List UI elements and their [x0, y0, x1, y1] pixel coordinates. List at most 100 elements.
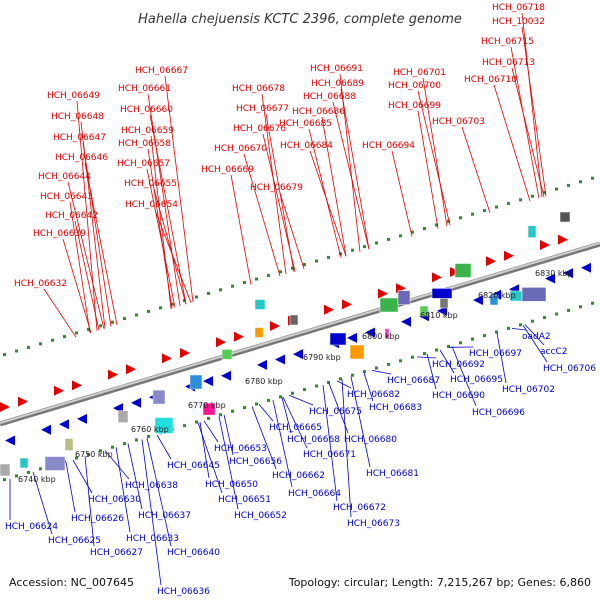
reverse-gene-arrow [131, 397, 141, 408]
reverse-gene-arrow [293, 349, 303, 360]
reverse-tick-dot [567, 308, 570, 312]
reverse-leader-line [322, 385, 338, 502]
reverse-tick-dot [231, 409, 234, 413]
reverse-leader-line [258, 404, 274, 422]
forward-gene-arrow [324, 304, 334, 315]
reverse-gene-arrow [563, 268, 573, 279]
forward-gene-label: HCH_06694 [362, 141, 415, 151]
reverse-leader-line [104, 450, 130, 480]
forward-tick-dot [279, 270, 282, 274]
gene-box [431, 288, 453, 299]
forward-tick-dot [339, 252, 342, 256]
reverse-tick-dot [291, 391, 294, 395]
kbp-ticks: 6740 kbp 6750 kbp 6760 kbp 6770 kbp 6780 kbp… [18, 269, 573, 484]
reverse-tick-dot [315, 384, 318, 388]
reverse-gene-label: HCH_06695 [450, 375, 503, 385]
reverse-tick-dot [147, 434, 150, 438]
forward-leader-line [149, 114, 187, 305]
gene-box [254, 299, 266, 310]
reverse-gene-label: HCH_06687 [387, 376, 440, 386]
reverse-gene-label: HCH_06650 [205, 480, 258, 490]
reverse-leader-line [426, 353, 437, 390]
forward-leader-line [321, 116, 347, 257]
forward-leader-line [308, 128, 342, 258]
forward-gene-arrow [558, 234, 568, 245]
genome-summary: Topology: circular; Length: 7,215,267 bp… [288, 576, 591, 589]
forward-leader-line [164, 75, 194, 303]
forward-gene-label: HCH_06686 [292, 107, 345, 117]
forward-gene-label: HCH_06669 [201, 165, 254, 175]
reverse-tick-dot [243, 406, 246, 410]
reverse-leader-line [451, 346, 477, 407]
reverse-gene-label: HCH_06627 [90, 548, 143, 558]
reverse-leader-line [522, 324, 548, 363]
reverse-tick-dot [123, 442, 126, 446]
gene-box [527, 225, 537, 238]
reverse-tick-dot [351, 373, 354, 377]
reverse-tick-dot [483, 334, 486, 338]
reverse-tick-dot [207, 416, 210, 420]
reverse-tick-dot [27, 470, 30, 474]
reverse-gene-label: HCH_06637 [138, 511, 191, 521]
reverse-tick-dot [339, 377, 342, 381]
forward-tick-dot [27, 345, 30, 349]
reverse-tick-dot [555, 312, 558, 316]
forward-gene-label: HCH_06677 [236, 104, 289, 114]
forward-leader-line [76, 100, 98, 331]
forward-gene-arrow [0, 402, 10, 412]
gene-labels: HCH_06718 HCH_10032 HCH_06715 HCH_06713 HCH_… [5, 3, 596, 597]
forward-tick-dot [87, 327, 90, 331]
reverse-leader-line [282, 396, 308, 449]
kbp-tick-label: 6800 kbp [362, 332, 400, 341]
forward-tick-dot [303, 263, 306, 267]
reverse-gene-arrow [221, 370, 231, 381]
reverse-leader-line [511, 328, 527, 331]
reverse-tick-dot [375, 366, 378, 370]
forward-gene-arrow [54, 385, 64, 396]
forward-leader-line [510, 46, 540, 199]
gene-box [349, 344, 365, 360]
forward-gene-label: HCH_06688 [303, 92, 356, 102]
forward-tick-dot [315, 259, 318, 263]
forward-gene-label: HCH_06691 [310, 64, 363, 74]
gene-box [397, 290, 411, 305]
forward-tick-dot [435, 223, 438, 227]
reverse-tick-dot [99, 449, 102, 453]
reverse-leader-line [363, 372, 374, 402]
forward-leader-line [74, 220, 100, 331]
reverse-tick-dot [267, 398, 270, 402]
reverse-tick-dot [543, 316, 546, 320]
reverse-leader-line [127, 443, 143, 510]
forward-tick-dot [51, 338, 54, 342]
forward-gene-label: HCH_06649 [47, 91, 100, 101]
forward-tick-dot [543, 191, 546, 195]
forward-leader-line [84, 162, 118, 325]
forward-gene-arrow [378, 288, 388, 299]
reverse-gene-label: HCH_06706 [543, 364, 596, 374]
reverse-gene-arrow [257, 359, 267, 370]
forward-tick-dot [63, 335, 66, 339]
forward-leader-line [521, 26, 547, 197]
forward-tick-dot [171, 302, 174, 306]
forward-leader-line [147, 93, 181, 307]
gene-box [19, 457, 29, 469]
forward-gene-label: HCH_10032 [492, 17, 545, 27]
forward-leader-line [62, 238, 92, 333]
reverse-tick-dot [255, 402, 258, 406]
reverse-leader-line [65, 462, 76, 513]
reverse-gene-label: HCH_06638 [125, 481, 178, 491]
reverse-tick-dot [471, 337, 474, 341]
forward-tick-dot [3, 353, 6, 357]
forward-gene-label: HCH_06684 [280, 141, 333, 151]
forward-leader-line [69, 201, 91, 334]
forward-tick-dot [195, 295, 198, 299]
reverse-tick-dot [591, 301, 594, 305]
reverse-gene-arrow [203, 376, 213, 387]
reverse-leader-line [218, 416, 239, 510]
forward-tick-dot [39, 342, 42, 346]
forward-gene-label: HCH_06667 [135, 66, 188, 76]
forward-gene-label: HCH_06718 [492, 3, 545, 13]
forward-leader-line [332, 101, 370, 250]
forward-leader-line [417, 90, 451, 226]
label-leader-lines [9, 12, 548, 586]
